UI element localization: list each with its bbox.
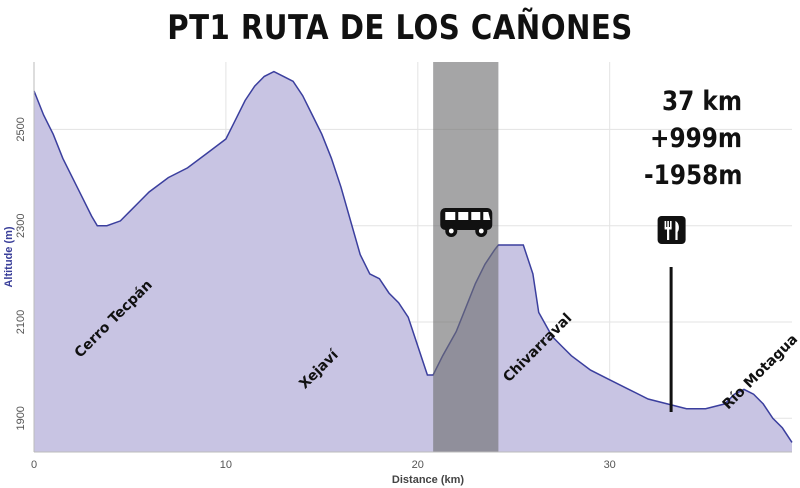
x-tick-label: 10 <box>220 459 232 471</box>
y-tick-label: 2300 <box>15 213 27 237</box>
x-tick-label: 20 <box>412 459 424 471</box>
fork-knife-icon <box>657 216 686 244</box>
elevation-line <box>33 70 793 443</box>
elevation-gain-stat: +999m <box>649 123 742 154</box>
distance-stat: 37 km <box>661 86 742 117</box>
x-tick-label: 0 <box>31 459 37 471</box>
y-axis-label: Altitude (m) <box>3 226 15 287</box>
transport-band <box>433 62 499 452</box>
elevation-loss-stat: -1958m <box>643 160 742 191</box>
x-tick-label: 30 <box>604 459 616 471</box>
x-axis-label: Distance (km) <box>392 474 464 486</box>
y-tick-label: 1900 <box>15 406 27 430</box>
van-icon <box>440 208 493 237</box>
y-tick-label: 2100 <box>15 310 27 334</box>
y-tick-label: 2500 <box>15 117 27 141</box>
elevation-area <box>34 71 792 452</box>
tick-labels: 0 10 20 30 1900 2100 2300 2500 Distance (km) Alti… <box>3 117 616 486</box>
axes <box>33 62 792 453</box>
chart-title: PT1 RUTA DE LOS CAÑONES <box>167 8 633 48</box>
